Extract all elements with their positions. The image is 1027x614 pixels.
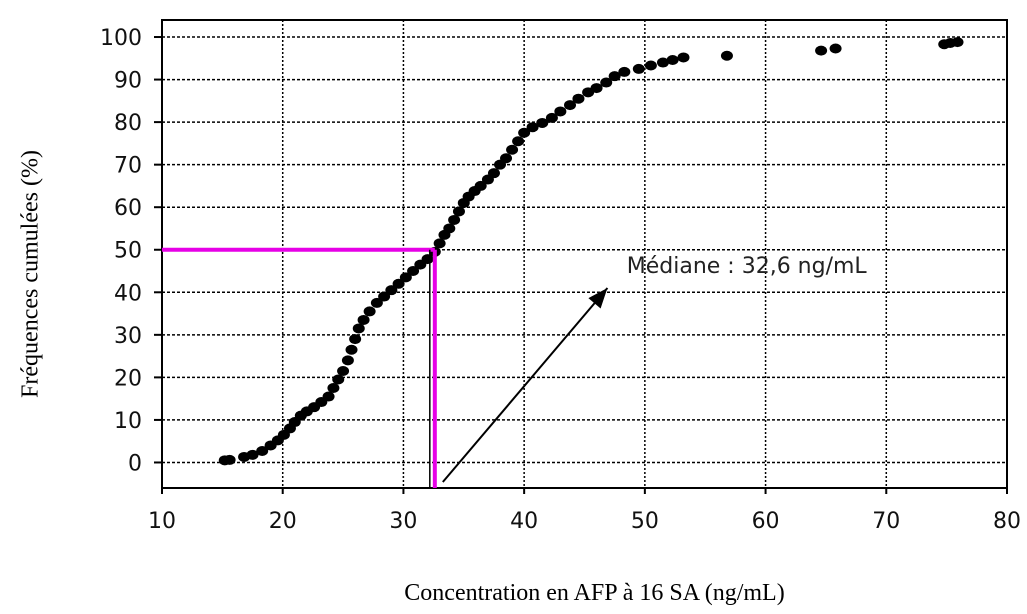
y-tick-label: 60 bbox=[114, 196, 142, 221]
data-point bbox=[590, 83, 603, 94]
data-point bbox=[352, 323, 365, 334]
data-point bbox=[572, 93, 585, 104]
data-point bbox=[337, 366, 350, 376]
x-tick-label: 50 bbox=[631, 509, 659, 534]
data-point bbox=[644, 60, 657, 71]
data-point bbox=[512, 136, 525, 147]
data-point bbox=[399, 272, 412, 283]
y-tick-label: 20 bbox=[114, 366, 142, 391]
data-point bbox=[518, 127, 531, 138]
x-tick-label: 10 bbox=[148, 509, 176, 534]
data-point bbox=[829, 43, 842, 54]
y-tick-label: 70 bbox=[114, 154, 142, 179]
data-point bbox=[349, 334, 362, 345]
data-point bbox=[526, 122, 539, 133]
data-point bbox=[666, 54, 679, 65]
grid bbox=[162, 20, 1007, 488]
data-point bbox=[452, 206, 465, 217]
data-point bbox=[677, 52, 690, 63]
data-point bbox=[608, 71, 621, 82]
data-point bbox=[407, 266, 420, 277]
data-point bbox=[256, 445, 269, 456]
data-point bbox=[632, 63, 645, 74]
x-tick-label: 30 bbox=[389, 509, 417, 534]
x-tick-label: 60 bbox=[752, 509, 780, 534]
y-tick-label: 30 bbox=[114, 324, 142, 349]
data-point bbox=[345, 344, 358, 355]
data-point bbox=[618, 66, 631, 77]
x-tick-label: 20 bbox=[269, 509, 297, 534]
data-point bbox=[487, 168, 500, 179]
data-point bbox=[322, 391, 335, 402]
data-points bbox=[218, 37, 964, 466]
y-tick-label: 80 bbox=[114, 111, 142, 136]
data-point bbox=[378, 291, 391, 302]
y-tick-label: 10 bbox=[114, 409, 142, 434]
x-tick-label: 80 bbox=[993, 509, 1021, 534]
data-point bbox=[554, 106, 567, 117]
y-tick-label: 100 bbox=[100, 26, 142, 51]
data-point bbox=[815, 45, 828, 56]
annotation-arrow bbox=[442, 287, 609, 483]
data-point bbox=[246, 449, 259, 460]
data-point bbox=[448, 214, 461, 225]
data-point bbox=[341, 355, 354, 366]
median-indicator bbox=[162, 247, 437, 488]
data-point bbox=[951, 37, 964, 48]
median-annotation: Médiane : 32,6 ng/mL bbox=[627, 254, 868, 279]
data-point bbox=[720, 50, 733, 61]
data-point bbox=[545, 112, 558, 123]
data-point bbox=[363, 306, 376, 317]
data-point bbox=[474, 180, 487, 191]
y-axis-ticks: 0 10 20 30 40 50 60 70 80 90 100 bbox=[100, 26, 162, 476]
data-point bbox=[443, 223, 456, 234]
data-point bbox=[506, 144, 519, 155]
data-point bbox=[433, 238, 446, 249]
x-tick-label: 40 bbox=[510, 509, 538, 534]
x-tick-label: 70 bbox=[872, 509, 900, 534]
arrow-shaft bbox=[442, 287, 609, 483]
data-point bbox=[357, 314, 370, 325]
y-tick-label: 0 bbox=[128, 451, 142, 476]
data-point bbox=[332, 374, 345, 385]
data-point bbox=[385, 285, 398, 296]
x-axis-title: Concentration en AFP à 16 SA (ng/mL) bbox=[404, 580, 784, 606]
data-point bbox=[564, 100, 577, 111]
data-point bbox=[536, 117, 549, 128]
x-axis-ticks: 10 20 30 40 50 60 70 80 bbox=[148, 488, 1021, 534]
data-point bbox=[327, 383, 340, 394]
y-tick-label: 90 bbox=[114, 69, 142, 94]
data-point bbox=[392, 278, 405, 289]
data-point bbox=[500, 153, 513, 164]
data-point bbox=[421, 254, 434, 265]
y-axis-title: Fréquences cumulées (%) bbox=[18, 150, 44, 398]
arrow-head bbox=[588, 288, 608, 309]
data-point bbox=[370, 297, 383, 308]
data-point bbox=[223, 454, 236, 465]
y-tick-label: 40 bbox=[114, 281, 142, 306]
y-tick-label: 50 bbox=[114, 239, 142, 264]
data-point bbox=[656, 57, 669, 68]
data-point bbox=[600, 77, 613, 88]
plot-frame bbox=[161, 19, 1008, 489]
